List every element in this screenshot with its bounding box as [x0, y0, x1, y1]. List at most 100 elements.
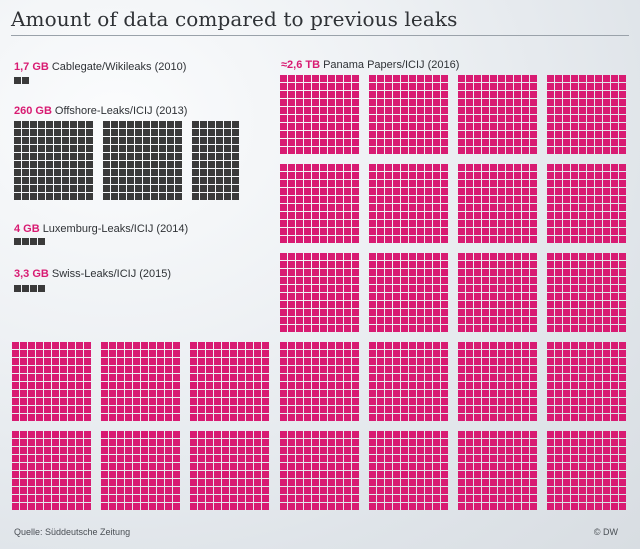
- square-panama: [522, 172, 529, 179]
- square-panama: [165, 495, 172, 502]
- square-offshore: [70, 137, 77, 144]
- square-panama: [579, 269, 586, 276]
- square-panama: [304, 123, 311, 130]
- square-panama: [579, 309, 586, 316]
- square-panama: [12, 479, 19, 486]
- square-panama: [555, 487, 562, 494]
- square-panama: [296, 406, 303, 413]
- square-panama: [288, 503, 295, 510]
- square-panama: [433, 172, 440, 179]
- square-panama: [280, 147, 287, 154]
- square-panama: [563, 196, 570, 203]
- square-panama: [157, 495, 164, 502]
- square-offshore: [143, 145, 150, 152]
- square-panama: [522, 99, 529, 106]
- square-panama: [352, 350, 359, 357]
- square-panama: [393, 228, 400, 235]
- square-panama: [246, 495, 253, 502]
- square-panama: [288, 358, 295, 365]
- square-panama: [352, 269, 359, 276]
- square-panama: [506, 204, 513, 211]
- square-panama: [214, 358, 221, 365]
- square-panama: [555, 131, 562, 138]
- square-panama: [117, 350, 124, 357]
- square-panama: [563, 455, 570, 462]
- square-panama: [514, 317, 521, 324]
- square-offshore: [208, 169, 215, 176]
- square-panama: [441, 220, 448, 227]
- square-panama: [141, 350, 148, 357]
- square-panama: [12, 406, 19, 413]
- square-panama: [393, 196, 400, 203]
- square-panama: [619, 261, 626, 268]
- square-panama: [369, 220, 376, 227]
- square-panama: [611, 204, 618, 211]
- square-offshore: [38, 153, 45, 160]
- square-panama: [474, 390, 481, 397]
- square-panama: [522, 123, 529, 130]
- square-panama: [595, 358, 602, 365]
- square-offshore: [78, 145, 85, 152]
- square-offshore: [200, 129, 207, 136]
- square-panama: [619, 317, 626, 324]
- square-panama: [133, 495, 140, 502]
- square-panama: [611, 463, 618, 470]
- square-panama: [214, 398, 221, 405]
- square-panama: [304, 342, 311, 349]
- square-panama: [466, 366, 473, 373]
- square-panama: [595, 172, 602, 179]
- square-panama: [482, 293, 489, 300]
- square-panama: [409, 99, 416, 106]
- square-panama: [547, 107, 554, 114]
- square-panama: [296, 99, 303, 106]
- square-panama: [619, 463, 626, 470]
- square-panama: [117, 414, 124, 421]
- square-panama: [555, 123, 562, 130]
- square-panama: [336, 358, 343, 365]
- square-panama: [117, 366, 124, 373]
- square-panama: [409, 431, 416, 438]
- square-panama: [555, 406, 562, 413]
- square-panama: [474, 123, 481, 130]
- square-panama: [619, 204, 626, 211]
- square-panama: [458, 91, 465, 98]
- square-panama: [458, 123, 465, 130]
- square-panama: [109, 374, 116, 381]
- square-offshore: [103, 121, 110, 128]
- square-panama: [441, 285, 448, 292]
- square-panama: [498, 123, 505, 130]
- square-panama: [312, 107, 319, 114]
- square-offshore: [200, 121, 207, 128]
- square-panama: [498, 188, 505, 195]
- square-panama: [579, 293, 586, 300]
- square-panama: [441, 261, 448, 268]
- square-offshore: [200, 185, 207, 192]
- square-panama: [417, 495, 424, 502]
- square-panama: [619, 325, 626, 332]
- square-panama: [262, 390, 269, 397]
- square-panama: [393, 236, 400, 243]
- square-panama: [369, 447, 376, 454]
- square-panama: [336, 75, 343, 82]
- square-panama: [393, 317, 400, 324]
- square-panama: [498, 325, 505, 332]
- square-panama: [425, 75, 432, 82]
- square-panama: [579, 115, 586, 122]
- square-panama: [288, 398, 295, 405]
- square-panama: [238, 366, 245, 373]
- square-offshore: [38, 121, 45, 128]
- square-panama: [603, 455, 610, 462]
- square-panama: [320, 220, 327, 227]
- square-panama: [262, 374, 269, 381]
- square-panama: [563, 75, 570, 82]
- square-panama: [409, 479, 416, 486]
- square-panama: [441, 479, 448, 486]
- square-panama: [417, 115, 424, 122]
- square-panama: [117, 398, 124, 405]
- square-panama: [587, 479, 594, 486]
- square-panama: [555, 253, 562, 260]
- square-panama: [377, 309, 384, 316]
- square-panama: [336, 253, 343, 260]
- square-panama: [141, 342, 148, 349]
- square-panama: [344, 172, 351, 179]
